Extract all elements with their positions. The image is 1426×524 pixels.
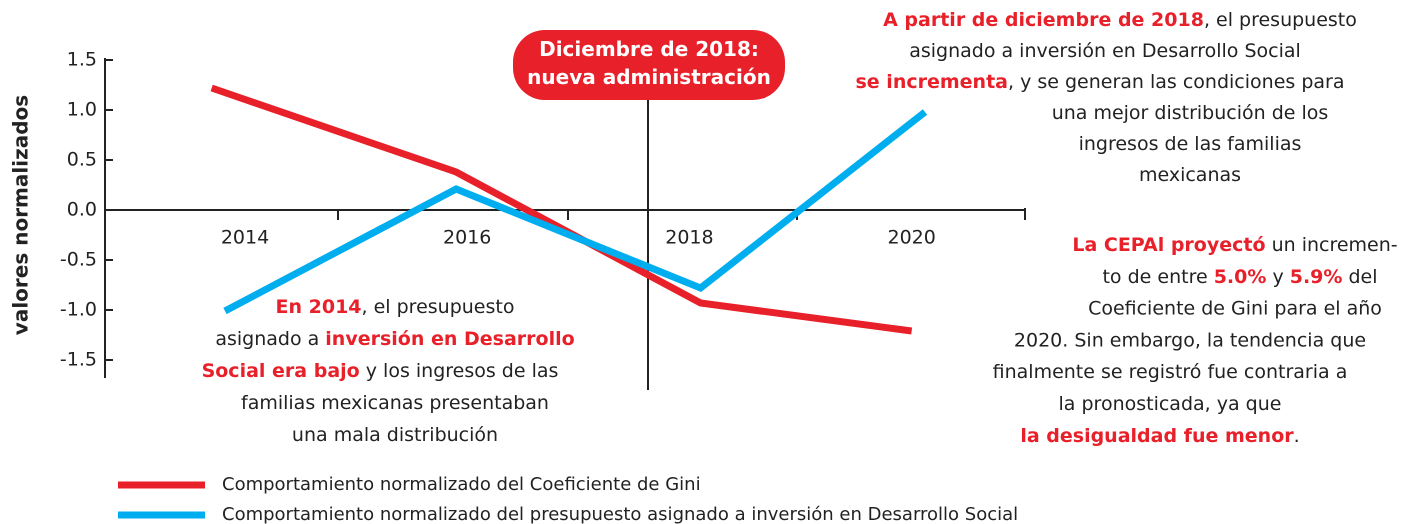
annotation-text: finalmente se registró fue contraria a — [993, 361, 1348, 383]
annotation-line: La CEPAl proyectó un incremen- — [1072, 234, 1397, 256]
annotation-text: la pronosticada, ya que — [1059, 393, 1282, 415]
annotation-emphasis: se incrementa — [856, 71, 1008, 93]
annotation-line: En 2014, el presupuesto — [276, 296, 515, 318]
annotation-text: , el presupuesto — [362, 296, 515, 318]
x-tick-label: 2018 — [665, 227, 713, 249]
y-tick-label: 1.5 — [67, 49, 97, 71]
callout-box — [513, 30, 785, 100]
x-tick-label: 2020 — [887, 227, 935, 249]
annotation-line: A partir de diciembre de 2018, el presup… — [883, 9, 1357, 31]
annotation-line: nueva administración — [527, 65, 771, 89]
annotation-text: y — [1266, 265, 1289, 287]
y-tick-label: 0.5 — [67, 149, 97, 171]
annotation-text: asignado a inversión en Desarrollo Socia… — [909, 40, 1301, 62]
annotation-line: finalmente se registró fue contraria a — [993, 361, 1348, 383]
annotation-text: un incremen- — [1266, 234, 1398, 256]
annotation-emphasis: la desigualdad fue menor — [1020, 424, 1294, 446]
series-line — [223, 109, 928, 315]
annotation-text: del — [1342, 265, 1377, 287]
annotation-text: y los ingresos de las — [360, 360, 559, 382]
annotation-line: una mala distribución — [292, 424, 498, 446]
annotation-text: mexicanas — [1139, 164, 1241, 186]
y-tick-label: 1.0 — [67, 99, 97, 121]
x-tick-label: 2014 — [221, 227, 269, 249]
annotation-line: la desigualdad fue menor. — [1020, 424, 1299, 446]
annotation-emphasis: 5.9% — [1290, 265, 1343, 287]
annotation-text: Diciembre de 2018: — [539, 37, 759, 61]
annotation-line: se incrementa, y se generan las condicio… — [856, 71, 1345, 93]
annotation-emphasis: En 2014 — [276, 296, 362, 318]
annotation-line: ingresos de las familias — [1079, 133, 1302, 155]
annotation-text: 2020. Sin embargo, la tendencia que — [1014, 329, 1366, 351]
y-axis-label: valores normalizados — [9, 95, 33, 335]
annotation-emphasis: Social era bajo — [202, 360, 360, 382]
annotation-text: to de entre — [1102, 265, 1213, 287]
annotation-emphasis: inversión en Desarrollo — [325, 328, 574, 350]
y-tick-label: -1.5 — [60, 349, 97, 371]
annotation-line: Coeficiente de Gini para el año — [1088, 297, 1382, 319]
annotation-line: Social era bajo y los ingresos de las — [202, 360, 559, 382]
x-tick-label: 2016 — [443, 227, 491, 249]
annotation-line: 2020. Sin embargo, la tendencia que — [1014, 329, 1366, 351]
annotation-text: , el presupuesto — [1204, 9, 1357, 31]
annotation-text: . — [1294, 424, 1300, 446]
annotation-line: asignado a inversión en Desarrollo Socia… — [909, 40, 1301, 62]
annotation-text: , y se generan las condiciones para — [1008, 71, 1345, 93]
annotation-emphasis: 5.0% — [1214, 265, 1267, 287]
y-tick-label: -0.5 — [60, 249, 97, 271]
annotation-text: una mala distribución — [292, 424, 498, 446]
y-tick-label: 0.0 — [67, 199, 97, 221]
annotation-text: familias mexicanas presentaban — [241, 392, 549, 414]
annotation-line: familias mexicanas presentaban — [241, 392, 549, 414]
annotation-text: Coeficiente de Gini para el año — [1088, 297, 1382, 319]
annotation-text: una mejor distribución de los — [1052, 102, 1329, 124]
annotation-text: asignado a — [215, 328, 325, 350]
annotation-line: Diciembre de 2018: — [539, 37, 759, 61]
annotation-text: ingresos de las familias — [1079, 133, 1302, 155]
y-tick-label: -1.0 — [60, 299, 97, 321]
annotation-line: una mejor distribución de los — [1052, 102, 1329, 124]
annotation-emphasis: A partir de diciembre de 2018 — [883, 9, 1204, 31]
annotation-line: la pronosticada, ya que — [1059, 393, 1282, 415]
annotation-emphasis: La CEPAl proyectó — [1072, 234, 1265, 256]
legend-label: Comportamiento normalizado del Coeficien… — [222, 474, 701, 495]
annotation-line: to de entre 5.0% y 5.9% del — [1102, 265, 1377, 287]
annotation-line: mexicanas — [1139, 164, 1241, 186]
legend-label: Comportamiento normalizado del presupues… — [222, 504, 1018, 524]
annotation-text: nueva administración — [527, 65, 771, 89]
annotation-line: asignado a inversión en Desarrollo — [215, 328, 574, 350]
